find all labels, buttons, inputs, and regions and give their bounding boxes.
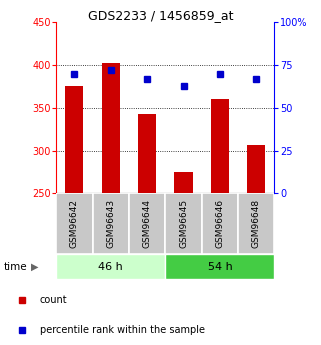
- Text: GSM96644: GSM96644: [143, 199, 152, 248]
- Bar: [247, 145, 265, 193]
- Bar: [92, 193, 129, 254]
- Bar: [102, 63, 120, 193]
- Bar: [174, 172, 193, 193]
- Text: ▶: ▶: [30, 262, 38, 272]
- Bar: [138, 114, 156, 193]
- Text: time: time: [3, 262, 27, 272]
- Bar: [129, 193, 165, 254]
- Bar: [165, 193, 202, 254]
- Bar: [56, 254, 165, 279]
- Text: 46 h: 46 h: [98, 262, 123, 272]
- Text: count: count: [40, 295, 67, 305]
- Text: percentile rank within the sample: percentile rank within the sample: [40, 325, 205, 335]
- Text: GSM96643: GSM96643: [106, 199, 115, 248]
- Bar: [211, 99, 229, 193]
- Text: GSM96648: GSM96648: [252, 199, 261, 248]
- Bar: [202, 193, 238, 254]
- Text: GSM96646: GSM96646: [215, 199, 224, 248]
- Text: GDS2233 / 1456859_at: GDS2233 / 1456859_at: [88, 9, 233, 22]
- Text: 54 h: 54 h: [207, 262, 232, 272]
- Bar: [56, 193, 92, 254]
- Text: GSM96642: GSM96642: [70, 199, 79, 248]
- Text: GSM96645: GSM96645: [179, 199, 188, 248]
- Bar: [238, 193, 274, 254]
- Bar: [165, 254, 274, 279]
- Bar: [65, 87, 83, 193]
